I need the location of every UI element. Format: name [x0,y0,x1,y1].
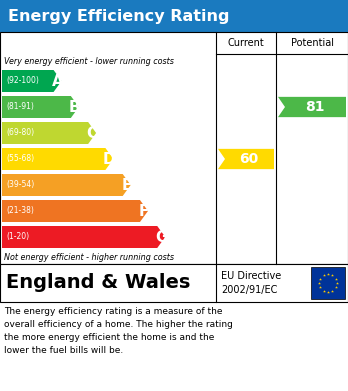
Text: (81-91): (81-91) [6,102,34,111]
Polygon shape [2,174,131,196]
Text: G: G [155,230,167,244]
Text: Energy Efficiency Rating: Energy Efficiency Rating [8,9,229,23]
Polygon shape [2,70,62,92]
Text: (92-100): (92-100) [6,77,39,86]
Bar [0,264,348,302]
Polygon shape [2,200,148,222]
Bar [0,32,348,264]
Polygon shape [2,226,165,248]
Bar [311,267,345,299]
Text: 60: 60 [239,152,259,166]
Text: D: D [103,151,116,167]
Text: E: E [121,178,132,192]
Text: (69-80): (69-80) [6,129,34,138]
Text: The energy efficiency rating is a measure of the
overall efficiency of a home. T: The energy efficiency rating is a measur… [4,307,233,355]
Text: F: F [139,203,149,219]
Text: Current: Current [228,38,264,48]
Text: 2002/91/EC: 2002/91/EC [221,285,277,295]
Text: (39-54): (39-54) [6,181,34,190]
Text: Potential: Potential [291,38,333,48]
Bar [0,0,348,32]
Text: (21-38): (21-38) [6,206,34,215]
Text: C: C [87,126,98,140]
Text: A: A [52,74,63,88]
Polygon shape [278,97,346,117]
Polygon shape [2,122,96,144]
Polygon shape [218,149,274,169]
Text: (55-68): (55-68) [6,154,34,163]
Text: England & Wales: England & Wales [6,273,190,292]
Text: 81: 81 [305,100,325,114]
Text: EU Directive: EU Directive [221,271,281,281]
Polygon shape [2,96,79,118]
Text: B: B [69,99,81,115]
Text: (1-20): (1-20) [6,233,29,242]
Text: Very energy efficient - lower running costs: Very energy efficient - lower running co… [4,57,174,66]
Polygon shape [2,148,113,170]
Text: Not energy efficient - higher running costs: Not energy efficient - higher running co… [4,253,174,262]
